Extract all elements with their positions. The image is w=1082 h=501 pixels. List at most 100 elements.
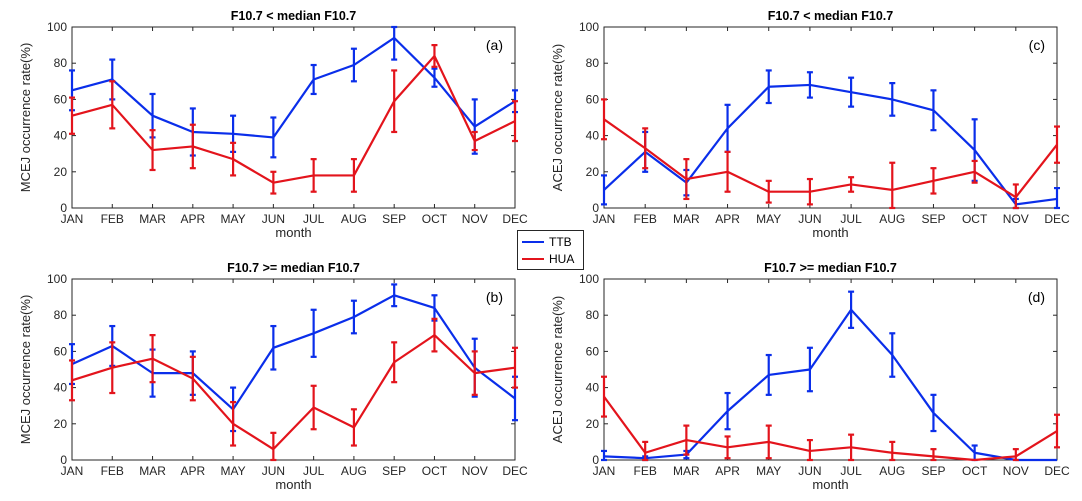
y-tick-label: 20	[54, 165, 68, 179]
y-tick-label: 60	[586, 344, 600, 358]
x-tick-label: FEB	[101, 464, 124, 478]
x-tick-label: MAR	[673, 212, 700, 226]
x-axis-label: month	[275, 225, 311, 240]
y-tick-label: 20	[586, 417, 600, 431]
legend-label-hua: HUA	[549, 252, 575, 266]
panel-label: (a)	[486, 37, 503, 53]
chart-title: F10.7 >= median F10.7	[764, 261, 897, 275]
series-ttb	[69, 25, 518, 159]
chart-title: F10.7 >= median F10.7	[227, 261, 360, 275]
y-tick-label: 40	[54, 381, 68, 395]
chart-panel-b: 0 20 40 60 80 100 JAN FEB MAR APR MAY JUN JUL AUG SEP O…	[18, 261, 528, 492]
y-tick-label: 0	[60, 453, 67, 467]
x-tick-label: AUG	[879, 464, 905, 478]
y-tick-label: 0	[592, 201, 599, 215]
legend: TTB HUA	[517, 230, 584, 270]
x-tick-label: JAN	[593, 464, 616, 478]
x-tick-label: SEP	[382, 212, 406, 226]
x-tick-label: FEB	[101, 212, 124, 226]
x-tick-label: DEC	[502, 212, 528, 226]
series-line	[71, 36, 516, 139]
x-axis-label: month	[812, 225, 848, 240]
x-tick-label: FEB	[634, 464, 657, 478]
legend-item-ttb: TTB	[522, 234, 582, 250]
x-tick-label: FEB	[634, 212, 657, 226]
x-tick-label: JUL	[303, 464, 325, 478]
series-line	[603, 118, 1058, 199]
y-tick-label: 80	[586, 308, 600, 322]
x-tick-label: OCT	[422, 464, 448, 478]
x-tick-label: OCT	[962, 464, 988, 478]
x-tick-label: MAR	[673, 464, 700, 478]
x-tick-label: APR	[715, 464, 740, 478]
x-tick-label: JUL	[840, 212, 862, 226]
y-tick-label: 80	[586, 56, 600, 70]
series-hua	[601, 375, 1060, 462]
x-tick-label: APR	[180, 464, 205, 478]
y-tick-label: 40	[586, 129, 600, 143]
y-tick-label: 80	[54, 56, 68, 70]
y-tick-label: 100	[47, 20, 67, 34]
x-tick-label: MAY	[756, 212, 781, 226]
legend-item-hua: HUA	[522, 251, 582, 267]
x-tick-label: JUL	[303, 212, 325, 226]
y-tick-label: 80	[54, 308, 68, 322]
series-ttb	[601, 290, 1057, 462]
series-ttb	[69, 283, 518, 433]
chart-panel-d: 0 20 40 60 80 100 JAN FEB MAR APR MAY JUN JUL AUG SEP O…	[550, 261, 1070, 492]
series-hua	[69, 317, 518, 462]
series-hua	[601, 98, 1060, 210]
y-axis-label: ACEJ occurrence rate(%)	[550, 296, 565, 443]
series-line	[71, 294, 516, 411]
x-tick-label: DEC	[1044, 464, 1070, 478]
chart-panel-a: 0 20 40 60 80 100 JAN FEB MAR APR MAY JUN JUL AUG SEP O…	[18, 9, 528, 240]
x-tick-label: JUN	[262, 212, 285, 226]
series-line	[603, 395, 1058, 462]
x-tick-label: JUN	[798, 464, 821, 478]
series-line	[71, 334, 516, 451]
x-tick-label: OCT	[422, 212, 448, 226]
x-tick-label: SEP	[921, 464, 945, 478]
y-tick-label: 20	[54, 417, 68, 431]
x-tick-label: JAN	[61, 464, 84, 478]
y-tick-label: 100	[579, 272, 599, 286]
x-tick-label: NOV	[462, 464, 488, 478]
y-tick-label: 60	[54, 344, 68, 358]
x-tick-label: JUN	[262, 464, 285, 478]
y-tick-label: 40	[586, 381, 600, 395]
axes-box	[71, 26, 516, 209]
x-tick-label: SEP	[921, 212, 945, 226]
x-tick-label: NOV	[1003, 464, 1029, 478]
x-tick-label: DEC	[1044, 212, 1070, 226]
x-tick-label: SEP	[382, 464, 406, 478]
y-tick-label: 100	[47, 272, 67, 286]
panel-label: (b)	[486, 289, 503, 305]
legend-line-hua	[522, 258, 544, 260]
chart-title: F10.7 < median F10.7	[768, 9, 893, 23]
chart-title: F10.7 < median F10.7	[231, 9, 356, 23]
x-tick-label: NOV	[1003, 212, 1029, 226]
legend-line-ttb	[522, 241, 544, 243]
y-tick-label: 0	[592, 453, 599, 467]
x-axis-label: month	[812, 477, 848, 492]
y-tick-label: 60	[54, 92, 68, 106]
x-tick-label: JAN	[61, 212, 84, 226]
x-tick-label: APR	[180, 212, 205, 226]
x-tick-label: JAN	[593, 212, 616, 226]
x-tick-label: AUG	[341, 212, 367, 226]
x-tick-label: MAR	[139, 212, 166, 226]
y-tick-label: 20	[586, 165, 600, 179]
x-tick-label: MAY	[221, 464, 246, 478]
x-tick-label: JUN	[798, 212, 821, 226]
panel-label: (c)	[1029, 37, 1045, 53]
x-tick-label: AUG	[879, 212, 905, 226]
x-tick-label: MAY	[221, 212, 246, 226]
series-hua	[69, 43, 518, 195]
y-axis-label: MCEJ occurrence rate(%)	[18, 295, 33, 445]
chart-panel-c: 0 20 40 60 80 100 JAN FEB MAR APR MAY JUN JUL AUG SEP O…	[550, 9, 1070, 240]
x-axis-label: month	[275, 477, 311, 492]
x-tick-label: APR	[715, 212, 740, 226]
y-tick-label: 60	[586, 92, 600, 106]
x-tick-label: OCT	[962, 212, 988, 226]
series-line	[71, 54, 516, 184]
